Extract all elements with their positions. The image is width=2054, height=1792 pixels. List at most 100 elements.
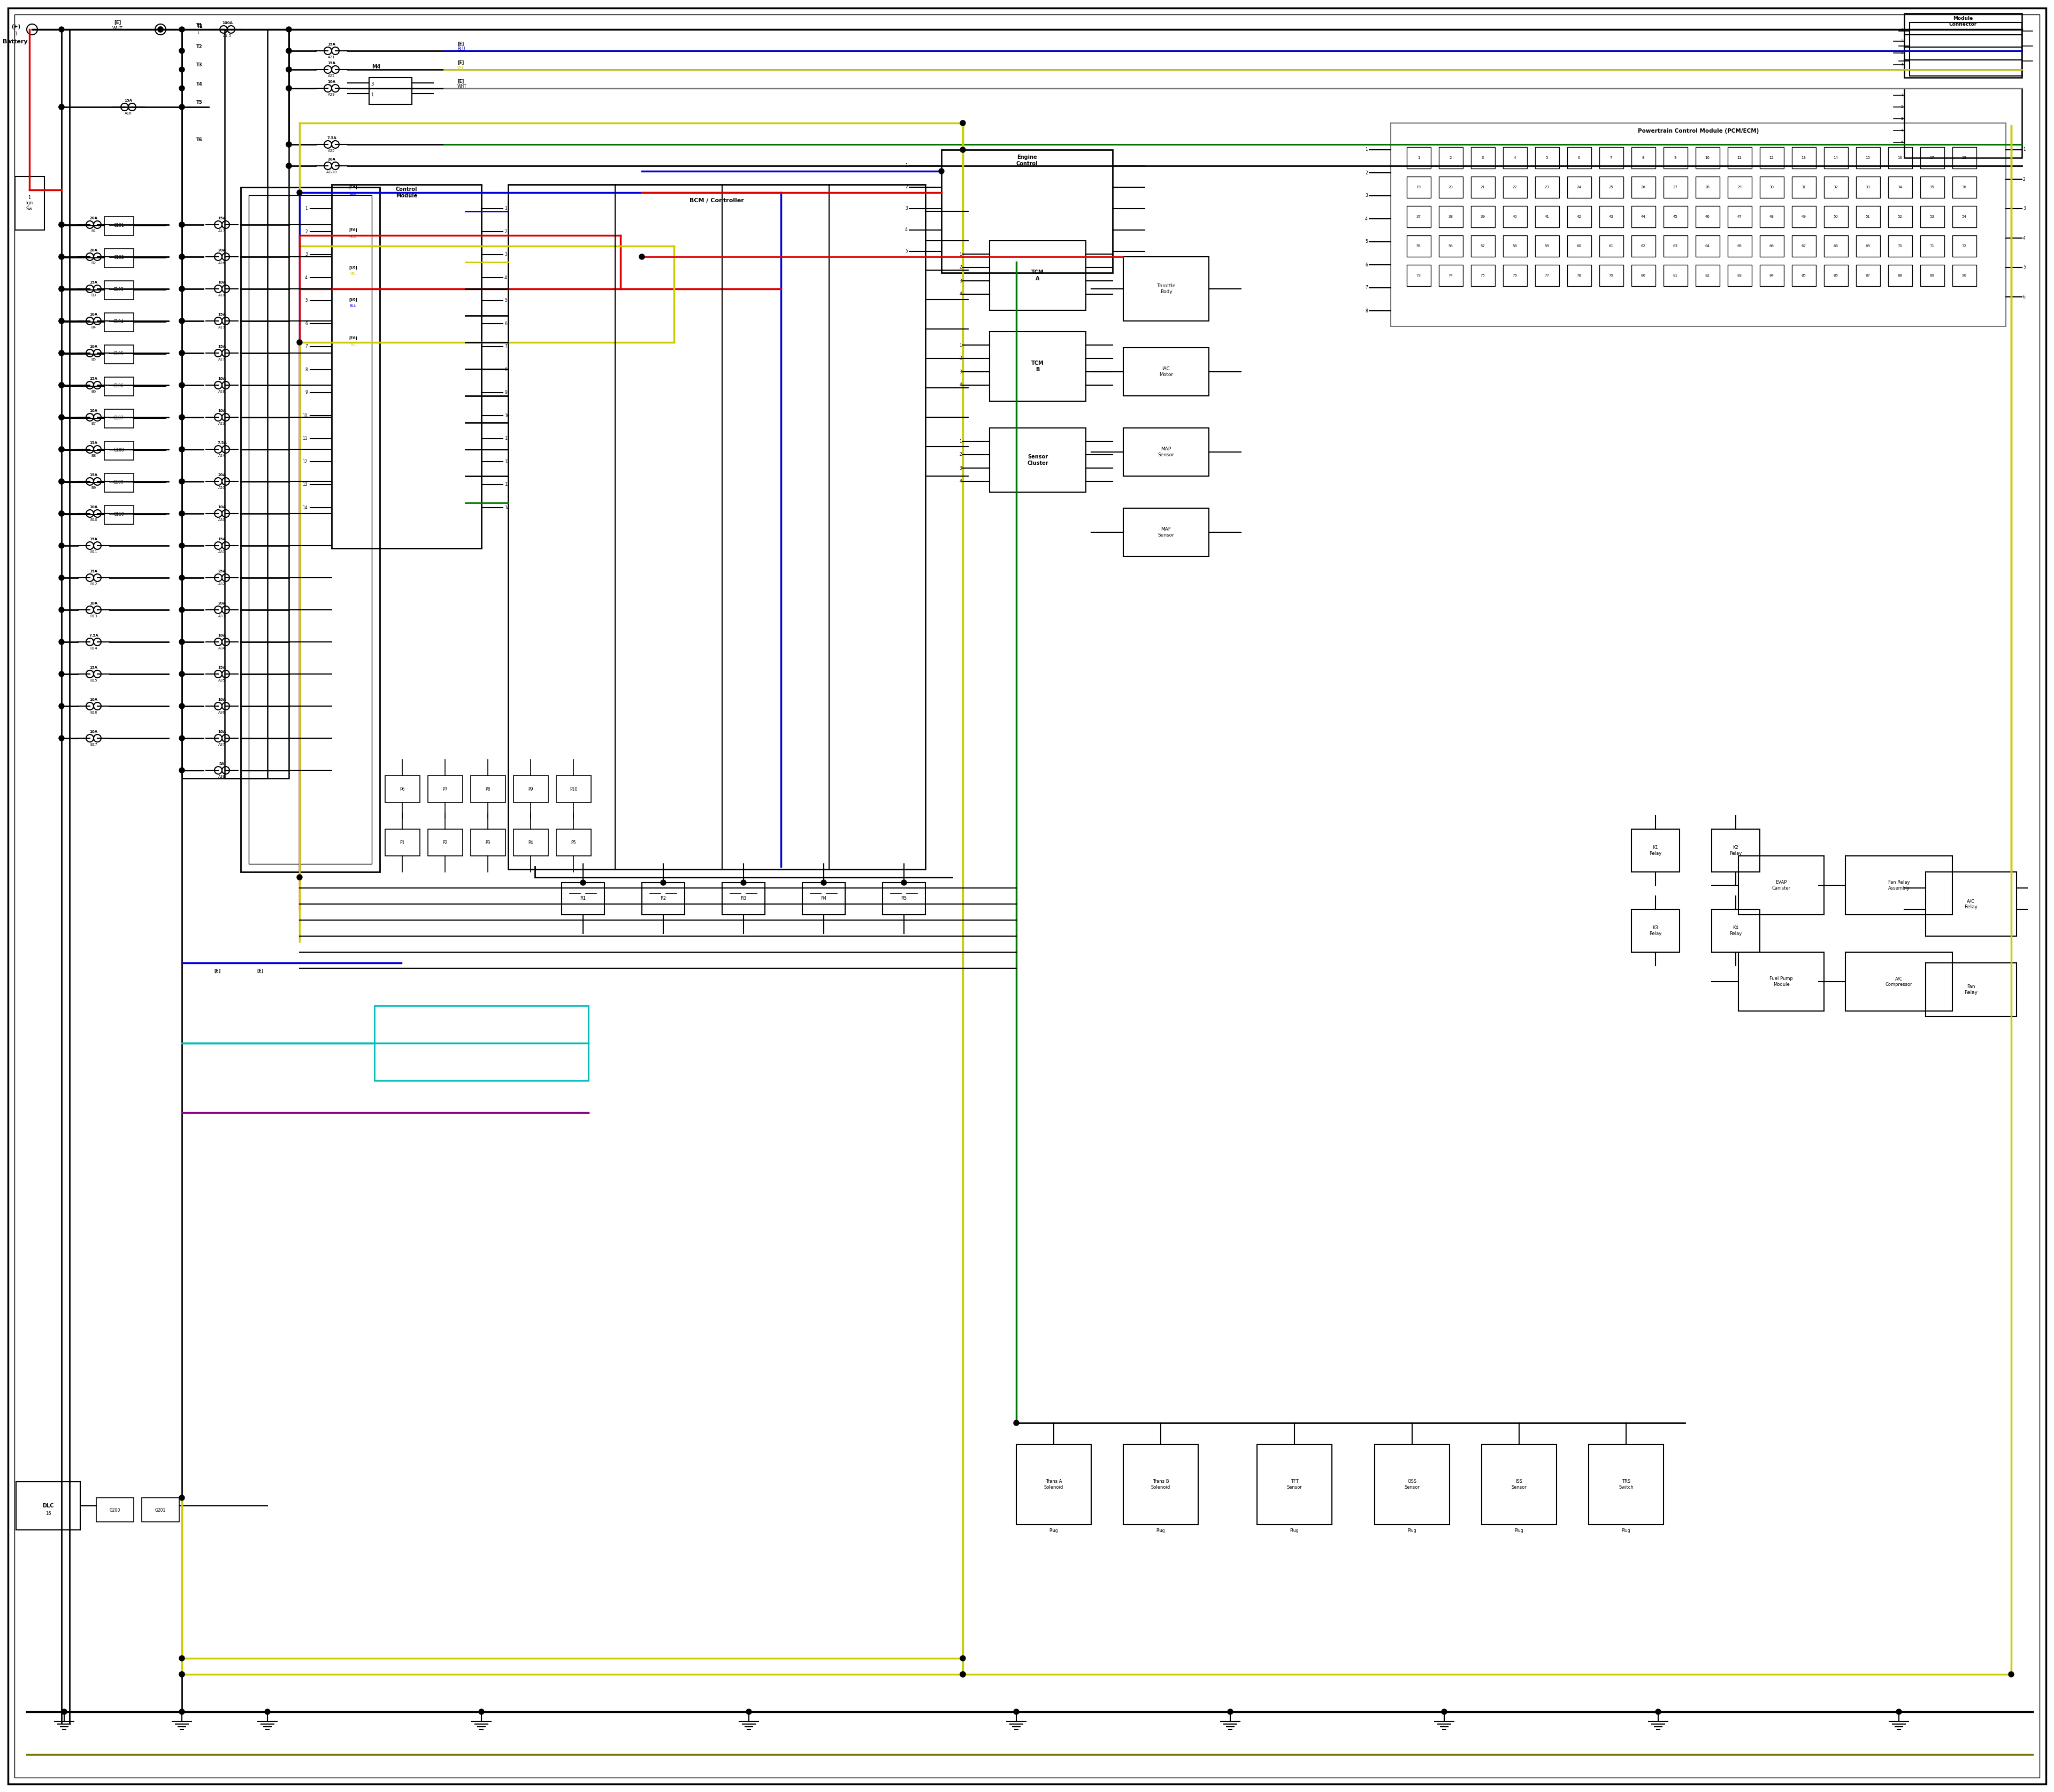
Bar	[1920, 235, 1945, 256]
Circle shape	[661, 880, 665, 885]
Text: [E6]: [E6]	[349, 337, 357, 340]
Bar	[507, 185, 926, 869]
Text: 71: 71	[1929, 244, 1935, 247]
Text: 13: 13	[302, 482, 308, 487]
Text: 38: 38	[1448, 215, 1452, 219]
Circle shape	[179, 222, 185, 228]
Bar	[1471, 235, 1495, 256]
Circle shape	[60, 287, 64, 292]
Circle shape	[60, 222, 64, 228]
Text: 4: 4	[1514, 156, 1516, 159]
Text: P3: P3	[485, 840, 491, 844]
Circle shape	[286, 48, 292, 54]
Bar	[1567, 206, 1592, 228]
Text: B5: B5	[90, 358, 97, 360]
Text: 7.5A: 7.5A	[88, 634, 99, 638]
Bar	[1697, 265, 1719, 287]
Text: [E6]: [E6]	[349, 228, 357, 231]
Bar	[1727, 177, 1752, 197]
Circle shape	[179, 382, 185, 387]
Text: RED: RED	[349, 235, 357, 238]
Text: 33: 33	[1865, 186, 1871, 188]
Text: 55: 55	[1415, 244, 1421, 247]
Bar	[1760, 177, 1783, 197]
Text: B12: B12	[90, 582, 97, 586]
Text: 44: 44	[1641, 215, 1645, 219]
Text: 12: 12	[302, 459, 308, 464]
Bar	[1857, 265, 1879, 287]
Bar	[1888, 265, 1912, 287]
Text: 1: 1	[370, 93, 374, 97]
Text: 12: 12	[505, 459, 509, 464]
Bar	[1760, 147, 1783, 168]
Text: B3: B3	[90, 294, 97, 297]
Text: B16: B16	[90, 711, 97, 715]
Text: IAC
Motor: IAC Motor	[1158, 367, 1173, 376]
Circle shape	[286, 86, 292, 91]
Text: BLU: BLU	[349, 192, 357, 195]
Bar	[1791, 235, 1816, 256]
Text: 73: 73	[1415, 274, 1421, 278]
Circle shape	[179, 704, 185, 710]
Text: 10A: 10A	[90, 314, 99, 315]
Text: 13: 13	[1801, 156, 1805, 159]
Text: 3: 3	[505, 253, 507, 256]
Bar	[803, 883, 844, 914]
Text: 80: 80	[1641, 274, 1645, 278]
Text: 10A: 10A	[90, 602, 99, 606]
Text: 10A: 10A	[218, 505, 226, 509]
Circle shape	[286, 66, 292, 72]
Bar	[1927, 962, 2017, 1016]
Bar	[561, 883, 604, 914]
Text: (+): (+)	[12, 23, 21, 29]
Bar	[105, 249, 134, 267]
Text: P6: P6	[401, 787, 405, 792]
Text: P8: P8	[485, 787, 491, 792]
Bar	[1927, 873, 2017, 935]
Bar	[1124, 509, 1210, 556]
Bar	[105, 217, 134, 235]
Bar	[1631, 909, 1680, 952]
Circle shape	[179, 543, 185, 548]
Text: 47: 47	[1738, 215, 1742, 219]
Bar	[1504, 265, 1526, 287]
Circle shape	[179, 382, 185, 387]
Bar	[1738, 857, 1824, 914]
Bar	[1888, 235, 1912, 256]
Text: 7: 7	[304, 344, 308, 349]
Text: C106: C106	[113, 383, 123, 389]
Bar	[1534, 235, 1559, 256]
Circle shape	[286, 142, 292, 147]
Circle shape	[179, 66, 185, 72]
Bar	[1567, 177, 1592, 197]
Text: WHT: WHT	[458, 84, 466, 90]
Text: 1: 1	[959, 439, 961, 444]
Bar	[470, 776, 505, 803]
Text: A1-5: A1-5	[224, 34, 232, 38]
Text: [E6]: [E6]	[349, 265, 357, 269]
Text: 24: 24	[1577, 186, 1582, 188]
Circle shape	[60, 640, 64, 645]
Bar	[1888, 147, 1912, 168]
Text: 3: 3	[959, 369, 961, 375]
Text: 27: 27	[1672, 186, 1678, 188]
Text: TCM
A: TCM A	[1031, 271, 1043, 281]
Text: 13: 13	[505, 482, 509, 487]
Text: 4: 4	[959, 383, 961, 387]
Text: 35: 35	[1929, 186, 1935, 188]
Text: 7: 7	[505, 344, 507, 349]
Bar	[1760, 235, 1783, 256]
Text: 10A: 10A	[90, 505, 99, 509]
Bar	[1904, 13, 2021, 77]
Bar	[1600, 206, 1623, 228]
Circle shape	[286, 163, 292, 168]
Bar	[514, 776, 548, 803]
Text: 82: 82	[1705, 274, 1709, 278]
Text: 15: 15	[1865, 156, 1871, 159]
Text: TFT
Sensor: TFT Sensor	[1286, 1478, 1302, 1489]
Text: 1: 1	[505, 206, 507, 211]
Text: 46: 46	[1705, 215, 1709, 219]
Bar	[427, 776, 462, 803]
Text: 4: 4	[959, 478, 961, 484]
Text: 1: 1	[2023, 147, 2025, 152]
